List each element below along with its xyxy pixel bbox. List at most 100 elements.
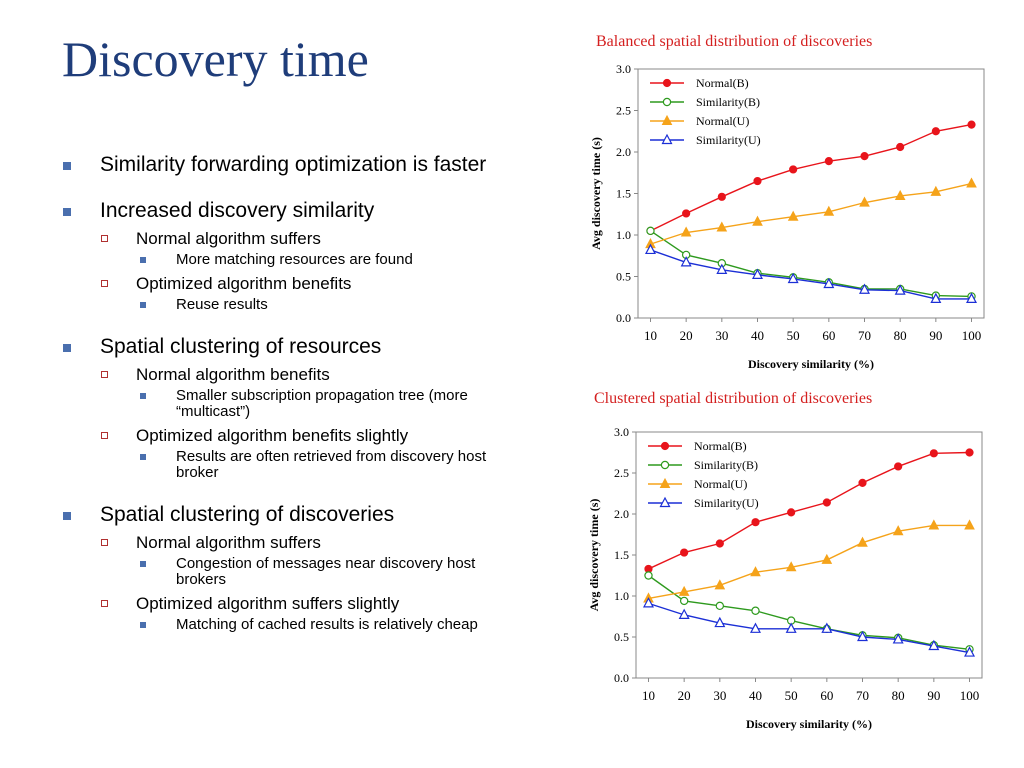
bullet-level-3: More matching resources are found <box>62 252 502 268</box>
data-point <box>964 519 975 530</box>
hollow-square-bullet-icon <box>101 432 108 439</box>
bullet-text: Optimized algorithm benefits <box>136 274 352 293</box>
legend-marker <box>660 460 670 470</box>
data-point <box>642 597 654 608</box>
bullet-level-3: Congestion of messages near discovery ho… <box>62 556 502 588</box>
bullet-text: Similarity forwarding optimization is fa… <box>100 153 487 176</box>
y-axis-label: Avg discovery time (s) <box>589 137 603 250</box>
data-point <box>824 157 833 166</box>
square-bullet-icon <box>140 257 146 263</box>
series-normal-u <box>643 519 975 603</box>
bullet-text: More matching resources are found <box>176 251 413 268</box>
series-line <box>650 230 972 298</box>
x-tick-label: 60 <box>822 328 835 343</box>
data-point <box>715 539 724 548</box>
bullet-text: Optimized algorithm benefits slightly <box>136 426 409 445</box>
bullet-level-1: Spatial clustering of resources <box>62 335 502 359</box>
data-point <box>929 449 938 458</box>
legend-marker <box>659 496 671 508</box>
data-point <box>930 292 942 304</box>
data-point <box>966 177 977 188</box>
square-bullet-icon <box>63 162 71 170</box>
legend-entry: Normal(U) <box>694 477 747 491</box>
x-tick-label: 30 <box>715 328 728 343</box>
x-tick-label: 80 <box>892 688 905 703</box>
data-point <box>679 596 689 606</box>
legend: Normal(B) Similarity(B) Normal(U) Similarit… <box>648 439 759 510</box>
square-bullet-icon <box>140 622 146 628</box>
data-point <box>714 616 726 628</box>
series-line <box>648 602 970 654</box>
x-tick-label: 20 <box>678 688 691 703</box>
y-tick-label: 1.5 <box>614 548 629 562</box>
x-tick-label: 100 <box>960 688 980 703</box>
data-point <box>749 622 761 633</box>
data-point <box>751 268 763 279</box>
bullet-text: Matching of cached results is relatively… <box>176 616 478 633</box>
series-line <box>648 451 970 570</box>
x-tick-label: 70 <box>856 688 869 703</box>
data-point <box>857 630 869 642</box>
data-point <box>680 548 689 557</box>
data-point <box>678 585 690 596</box>
data-point <box>823 205 835 216</box>
bullet-level-2: Normal algorithm benefits <box>62 365 502 384</box>
series-line <box>648 524 970 600</box>
square-bullet-icon <box>63 512 71 520</box>
data-point <box>822 498 831 507</box>
series-line <box>650 123 972 232</box>
x-tick-label: 40 <box>749 688 762 703</box>
data-point <box>821 553 833 564</box>
series-line <box>650 182 972 245</box>
hollow-square-bullet-icon <box>101 371 108 378</box>
data-point <box>823 277 835 289</box>
data-point <box>715 601 725 611</box>
data-point <box>682 209 691 218</box>
data-point <box>787 210 799 221</box>
data-point <box>894 189 906 200</box>
data-point <box>859 196 870 207</box>
bullet-level-1: Increased discovery similarity <box>62 199 502 223</box>
bullet-text: Optimized algorithm suffers slightly <box>136 594 400 613</box>
bullet-level-2: Normal algorithm suffers <box>62 533 502 552</box>
x-tick-label: 40 <box>751 328 764 343</box>
data-point <box>930 185 942 196</box>
bullet-text: Increased discovery similarity <box>100 199 375 222</box>
data-point <box>964 646 976 657</box>
y-tick-label: 2.5 <box>616 104 631 118</box>
y-tick-label: 2.0 <box>614 507 629 521</box>
plot-area <box>635 431 983 679</box>
chart-2-title: Clustered spatial distribution of discov… <box>594 390 873 407</box>
bullet-level-3: Results are often retrieved from discove… <box>62 449 502 481</box>
chart-1-title: Balanced spatial distribution of discove… <box>596 33 873 50</box>
data-point <box>752 215 763 226</box>
data-point <box>894 462 903 471</box>
data-point <box>857 536 868 547</box>
data-point <box>717 192 726 201</box>
bullet-level-3: Smaller subscription propagation tree (m… <box>62 388 502 420</box>
square-bullet-icon <box>140 561 146 567</box>
data-point <box>787 272 799 284</box>
legend: Normal(B) Similarity(B) Normal(U) Similarit… <box>650 76 761 147</box>
data-point <box>966 292 978 304</box>
series-line <box>648 574 970 650</box>
bullet-level-1: Similarity forwarding optimization is fa… <box>62 153 502 177</box>
bullet-level-1: Spatial clustering of discoveries <box>62 503 502 527</box>
bullet-text: Smaller subscription propagation tree (m… <box>176 387 468 420</box>
bullet-level-2: Optimized algorithm suffers slightly <box>62 594 502 613</box>
y-tick-label: 2.0 <box>616 145 631 159</box>
data-point <box>821 622 833 633</box>
y-tick-label: 0.5 <box>616 270 631 284</box>
x-tick-label: 90 <box>929 328 942 343</box>
square-bullet-icon <box>140 393 146 399</box>
x-tick-label: 70 <box>858 328 871 343</box>
hollow-square-bullet-icon <box>101 235 108 242</box>
x-axis-label: Discovery similarity (%) <box>748 357 874 371</box>
x-tick-label: 10 <box>642 688 655 703</box>
data-point <box>644 243 656 255</box>
y-tick-label: 0.0 <box>614 671 629 685</box>
data-point <box>894 284 906 295</box>
x-tick-label: 30 <box>713 688 726 703</box>
x-tick-label: 10 <box>644 328 657 343</box>
data-point <box>716 263 728 274</box>
